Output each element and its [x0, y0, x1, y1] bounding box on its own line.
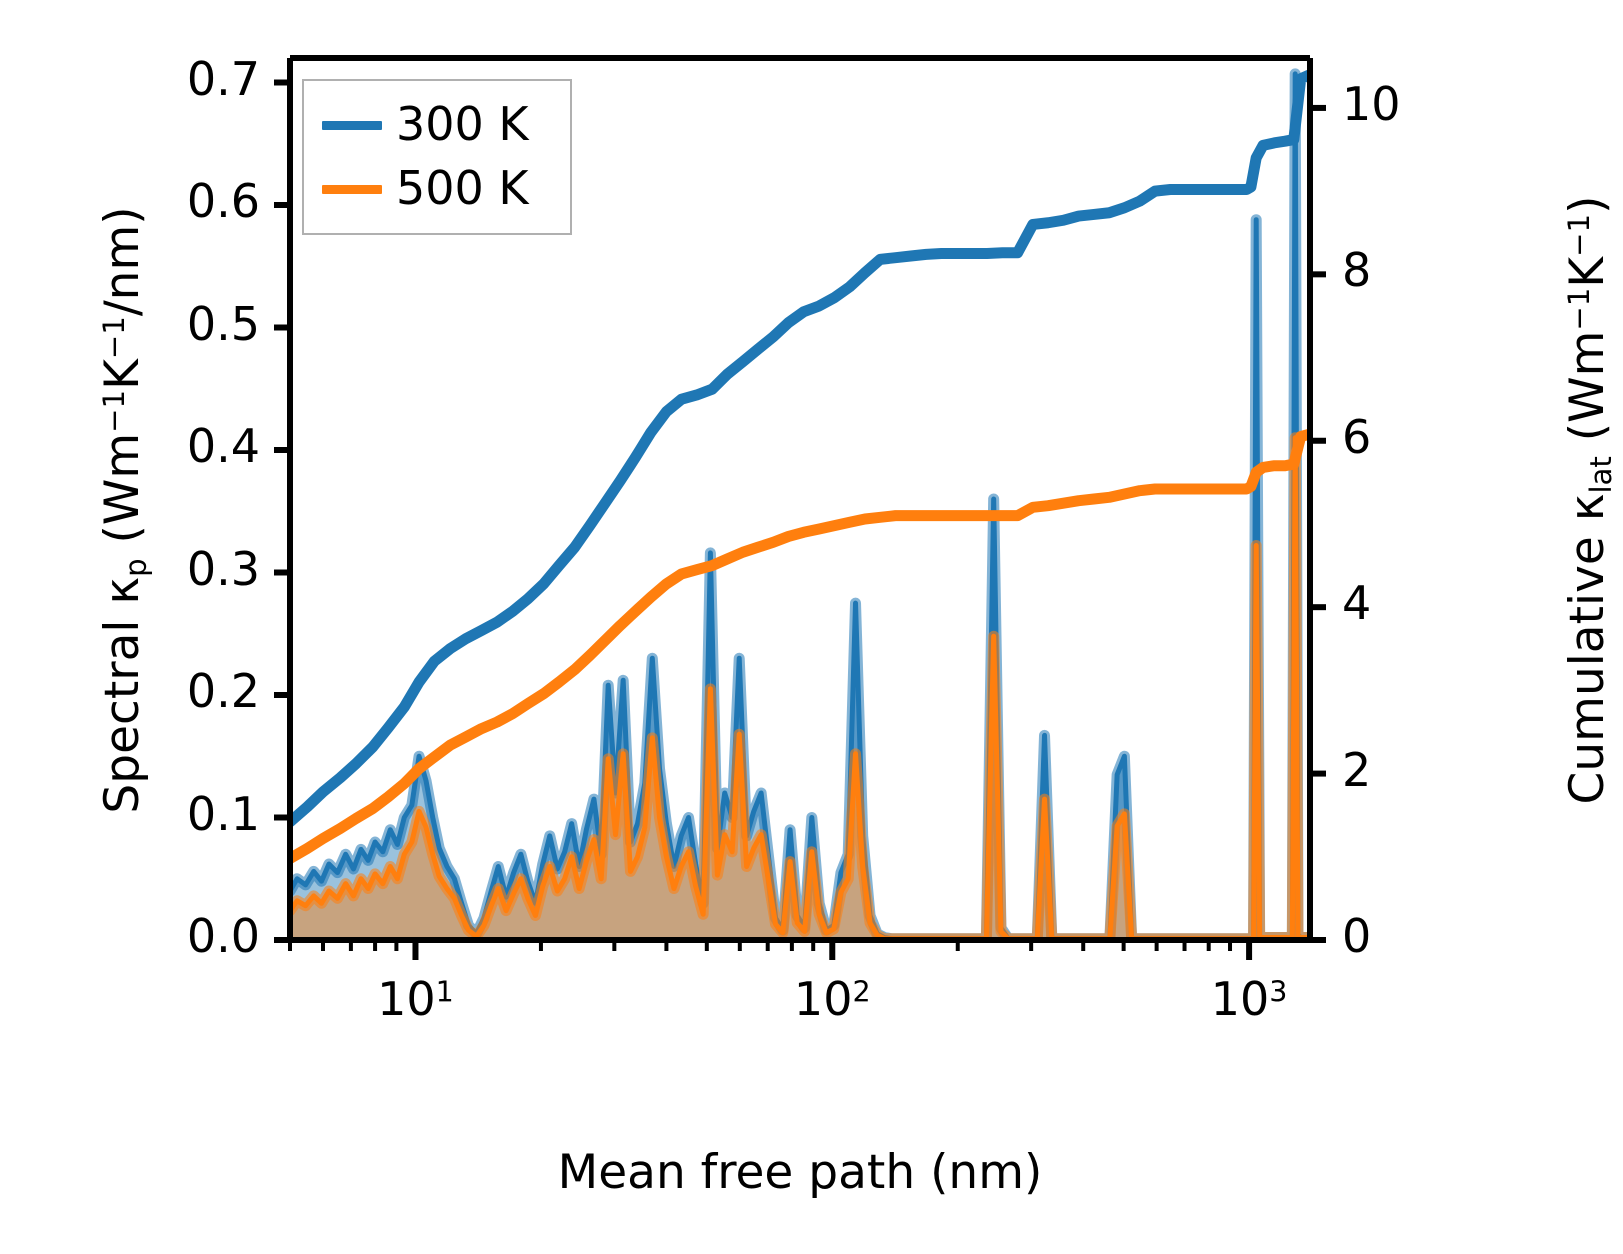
y-tick-label-right: 8 [1342, 243, 1372, 298]
x-tick-exponent: 3 [1269, 975, 1288, 1009]
y-tick-label-left: 0.6 [186, 174, 260, 228]
legend-label-300k: 300 K [396, 97, 529, 151]
legend-swatch-300k [322, 121, 382, 130]
y-tick-label-right: 2 [1342, 742, 1372, 797]
y-left-label-mid: (Wm [95, 432, 150, 559]
y-tick-label-left: 0.4 [186, 419, 260, 473]
y-tick-label-left: 0.5 [186, 296, 260, 351]
y-left-label-prefix: Spectral κ [95, 576, 150, 814]
y-left-label-suffix: /nm) [95, 206, 150, 317]
x-tick-label: 101 [315, 972, 515, 1026]
x-tick-label: 103 [1149, 972, 1349, 1026]
y-right-label-prefix: Cumulative κ [1560, 493, 1615, 805]
y-tick-label-left: 0.2 [186, 664, 260, 718]
y-left-label-kelvin: K [95, 359, 150, 390]
legend: 300 K 500 K [302, 79, 572, 235]
y-tick-label-right: 10 [1342, 76, 1401, 131]
legend-entry-500k: 500 K [304, 161, 570, 221]
y-axis-left-label: Spectral κp (Wm−1K−1/nm) [95, 10, 153, 1010]
y-tick-label-left: 0.0 [186, 909, 260, 963]
y-right-label-sup2: −1 [1562, 213, 1597, 257]
x-tick-label: 102 [732, 972, 932, 1026]
x-tick-exponent: 2 [852, 975, 871, 1009]
legend-swatch-500k [322, 185, 382, 194]
x-tick-mantissa: 10 [793, 972, 853, 1026]
axes-layer [274, 55, 1326, 960]
x-axis-label: Mean free path (nm) [557, 1145, 1043, 1200]
y-tick-label-left: 0.3 [186, 541, 260, 596]
y-tick-label-left: 0.7 [186, 51, 260, 106]
y-right-label-kelvin: K [1560, 256, 1615, 288]
x-tick-mantissa: 10 [377, 972, 436, 1026]
y-axis-right-label: Cumulative κlat (Wm−1K−1) [1560, 0, 1618, 1000]
x-tick-exponent: 1 [435, 975, 454, 1009]
y-tick-label-right: 4 [1342, 576, 1372, 631]
legend-label-500k: 500 K [396, 161, 529, 215]
series-line-3 [290, 428, 1310, 864]
y-right-label-subscript: lat [1584, 456, 1619, 494]
y-left-label-sup2: −1 [97, 316, 132, 360]
x-tick-mantissa: 10 [1210, 972, 1270, 1026]
y-right-label-suffix: ) [1560, 195, 1615, 214]
series-fill-0 [290, 73, 1310, 940]
y-left-label-sup1: −1 [97, 389, 132, 433]
y-tick-label-right: 0 [1342, 909, 1372, 963]
y-tick-label-left: 0.1 [186, 786, 260, 841]
y-right-label-mid: (Wm [1560, 330, 1615, 457]
series-line-2 [290, 69, 1310, 828]
series-fill-1 [290, 437, 1310, 940]
y-tick-label-right: 6 [1342, 409, 1372, 464]
y-right-label-sup1: −1 [1562, 287, 1597, 331]
legend-entry-300k: 300 K [304, 97, 570, 157]
y-left-label-subscript: p [119, 558, 154, 577]
